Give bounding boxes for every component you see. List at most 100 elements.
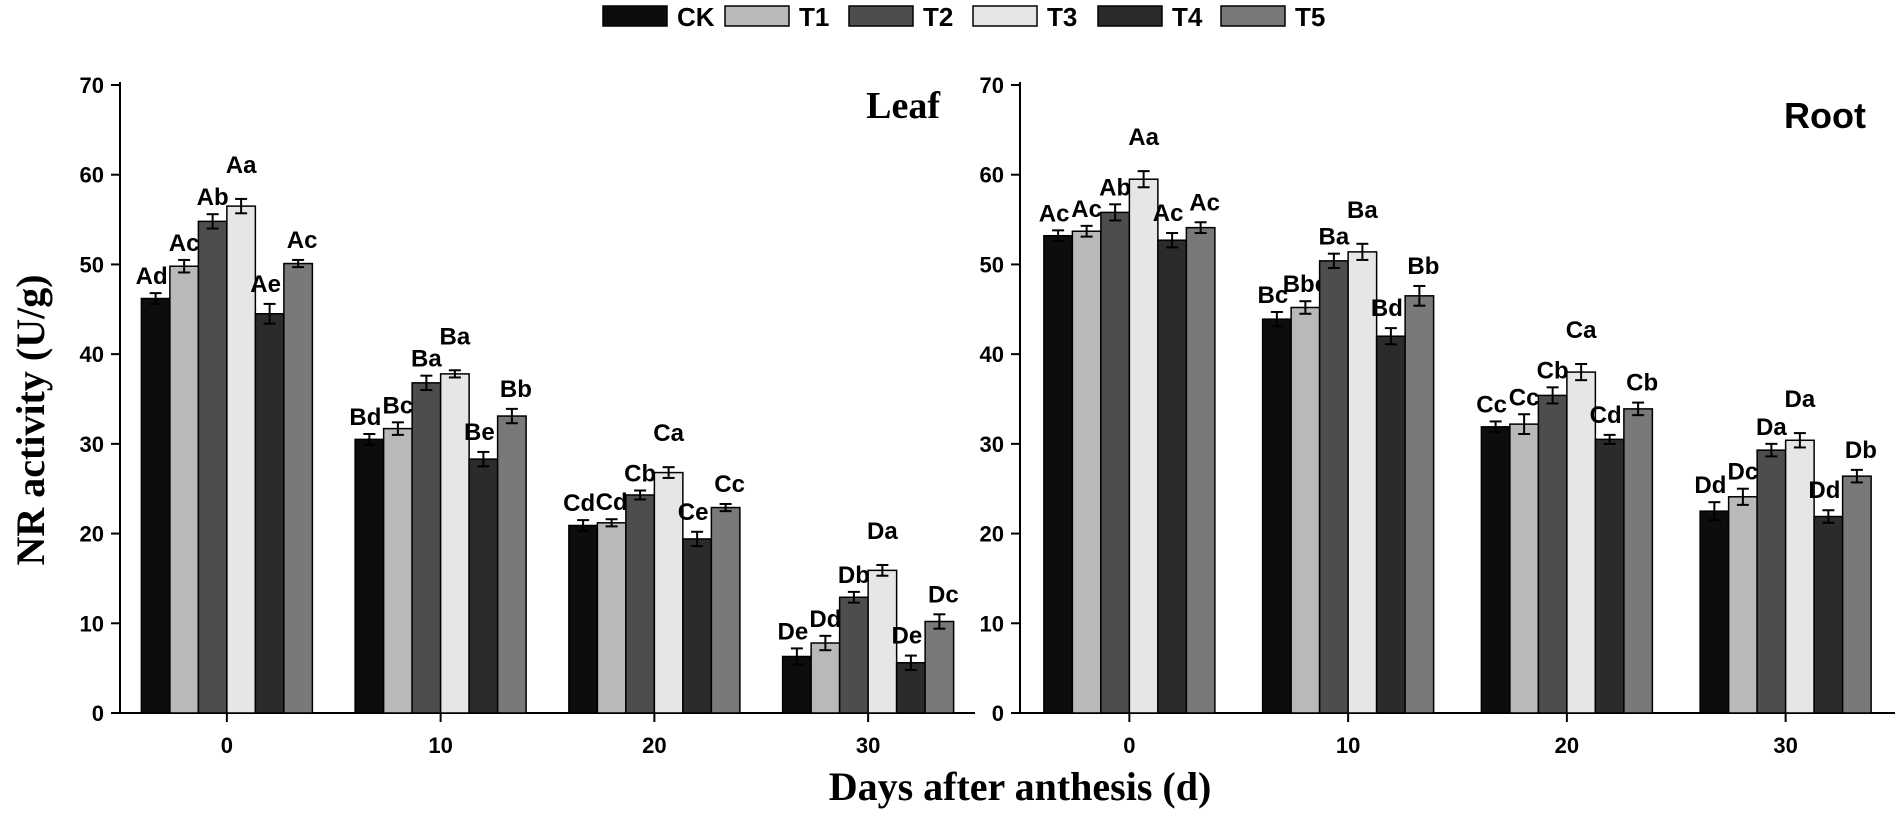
bar-t3 bbox=[867, 569, 898, 714]
significance-label: De bbox=[778, 618, 809, 645]
legend-label-ck: CK bbox=[677, 2, 715, 32]
y-tick-label: 30 bbox=[80, 432, 104, 457]
bar-t2 bbox=[411, 382, 442, 714]
bar-t1 bbox=[1727, 496, 1758, 714]
bar-ck bbox=[1699, 510, 1730, 714]
y-tick-label: 60 bbox=[980, 163, 1004, 188]
y-tick-label: 0 bbox=[992, 701, 1004, 726]
significance-label: Cc bbox=[714, 471, 745, 498]
bar-ck bbox=[781, 655, 812, 714]
y-tick-label: 20 bbox=[980, 522, 1004, 547]
significance-label: Cd bbox=[1590, 402, 1622, 429]
bar-t5 bbox=[496, 415, 527, 714]
x-tick-label: 30 bbox=[1773, 733, 1797, 758]
significance-label: De bbox=[892, 623, 923, 650]
x-axis-label: Days after anthesis (d) bbox=[829, 764, 1212, 809]
significance-label: Ac bbox=[287, 227, 318, 254]
y-tick-label: 10 bbox=[980, 611, 1004, 636]
bar-t3 bbox=[439, 373, 470, 714]
y-tick-label: 50 bbox=[980, 252, 1004, 277]
bar-t4 bbox=[1813, 515, 1844, 714]
x-tick-label: 30 bbox=[856, 733, 880, 758]
x-tick-label: 10 bbox=[428, 733, 452, 758]
x-tick-label: 20 bbox=[1555, 733, 1579, 758]
significance-label: Bb bbox=[1407, 253, 1439, 280]
significance-label: Bc bbox=[383, 392, 414, 419]
y-tick-label: 20 bbox=[80, 522, 104, 547]
x-tick-label: 20 bbox=[642, 733, 666, 758]
significance-label: Bb bbox=[500, 376, 532, 403]
significance-label: Da bbox=[1785, 386, 1816, 413]
significance-label: Cb bbox=[624, 461, 656, 488]
bar-ck bbox=[1261, 318, 1292, 714]
legend-label-t1: T1 bbox=[799, 2, 829, 32]
bar-t3 bbox=[226, 205, 257, 714]
bar-t5 bbox=[283, 262, 314, 714]
bar-ck bbox=[1480, 426, 1511, 714]
significance-label: Ba bbox=[411, 346, 442, 373]
significance-label: Db bbox=[1845, 437, 1877, 464]
significance-label: Aa bbox=[1128, 124, 1159, 151]
bar-t2 bbox=[1756, 449, 1787, 714]
significance-label: Ac bbox=[1153, 200, 1184, 227]
panel-title: Root bbox=[1784, 95, 1866, 136]
significance-label: Da bbox=[1756, 414, 1787, 441]
bar-t5 bbox=[1185, 226, 1216, 714]
bar-t3 bbox=[1128, 178, 1159, 714]
y-axis-label: NR activity (U/g) bbox=[8, 274, 53, 565]
bar-t4 bbox=[1375, 335, 1406, 714]
bar-t3 bbox=[1784, 439, 1815, 714]
significance-label: Aa bbox=[226, 152, 257, 179]
legend-swatch-t4 bbox=[1097, 5, 1163, 27]
legend-swatch-t5 bbox=[1220, 5, 1286, 27]
y-tick-label: 30 bbox=[980, 432, 1004, 457]
y-tick-label: 40 bbox=[980, 342, 1004, 367]
bar-t2 bbox=[1318, 260, 1349, 714]
significance-label: Ba bbox=[1319, 224, 1350, 251]
bar-t1 bbox=[596, 522, 627, 714]
legend-swatch-t1 bbox=[724, 5, 790, 27]
significance-label: Cd bbox=[596, 489, 628, 516]
bar-ck bbox=[354, 438, 385, 714]
y-tick-label: 10 bbox=[80, 611, 104, 636]
y-tick-label: 70 bbox=[80, 73, 104, 98]
significance-label: Bd bbox=[349, 404, 381, 431]
bar-t1 bbox=[382, 427, 413, 714]
significance-label: Ca bbox=[1566, 317, 1597, 344]
significance-label: Db bbox=[838, 562, 870, 589]
significance-label: Cc bbox=[1476, 391, 1507, 418]
significance-label: Dc bbox=[928, 581, 959, 608]
significance-label: Ac bbox=[169, 230, 200, 257]
bar-t1 bbox=[810, 642, 841, 714]
significance-label: Cb bbox=[1626, 370, 1658, 397]
bar-t5 bbox=[710, 506, 741, 714]
bar-ck bbox=[1043, 234, 1074, 714]
bar-t4 bbox=[682, 538, 713, 714]
significance-label: Dd bbox=[1694, 472, 1726, 499]
significance-label: Dd bbox=[809, 606, 841, 633]
significance-label: Be bbox=[464, 419, 495, 446]
bar-t4 bbox=[1594, 438, 1625, 714]
significance-label: Ba bbox=[440, 323, 471, 350]
bar-t4 bbox=[468, 458, 499, 714]
bar-t2 bbox=[625, 494, 656, 714]
significance-label: Bc bbox=[1258, 282, 1289, 309]
significance-label: Ca bbox=[653, 420, 684, 447]
legend-swatch-t3 bbox=[972, 5, 1038, 27]
legend-label-t4: T4 bbox=[1172, 2, 1203, 32]
significance-label: Da bbox=[867, 518, 898, 545]
significance-label: Ad bbox=[136, 263, 168, 290]
panel-title: Leaf bbox=[866, 85, 941, 127]
y-tick-label: 70 bbox=[980, 73, 1004, 98]
bar-t5 bbox=[924, 620, 955, 714]
bar-ck bbox=[568, 524, 599, 714]
bar-t4 bbox=[254, 313, 285, 714]
x-tick-label: 0 bbox=[221, 733, 233, 758]
legend-swatch-ck bbox=[602, 5, 668, 27]
significance-label: Cc bbox=[1509, 384, 1540, 411]
x-tick-label: 0 bbox=[1123, 733, 1135, 758]
y-tick-label: 40 bbox=[80, 342, 104, 367]
leaf-panel: 0 10 20 30 40 50 60 70 0 10 20 30 Leaf Ad Bd Cd De Ac Bc Cd… bbox=[80, 73, 975, 758]
